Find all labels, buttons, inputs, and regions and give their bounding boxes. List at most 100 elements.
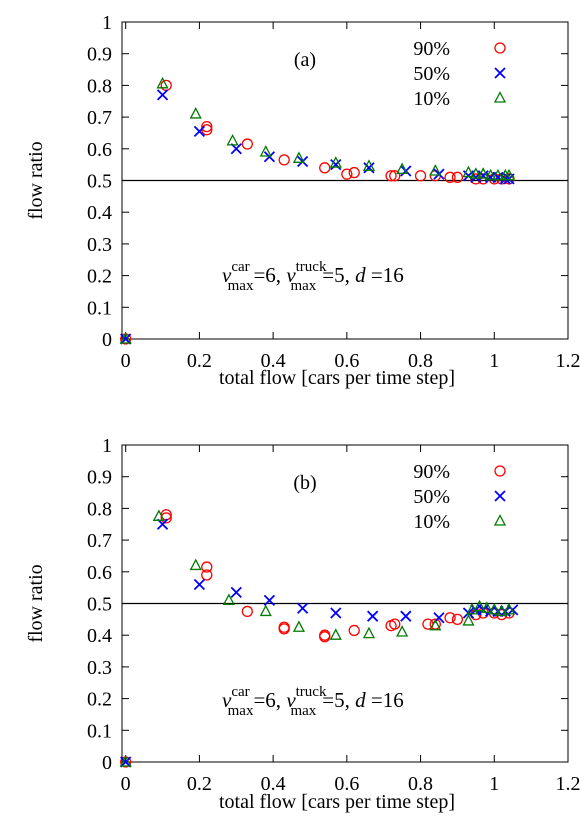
data-point xyxy=(491,168,505,181)
data-point xyxy=(119,332,132,344)
annotation-var: v xyxy=(286,688,296,712)
data-point xyxy=(341,168,353,180)
data-point xyxy=(484,168,497,181)
y-tick-label: 0.7 xyxy=(87,107,112,129)
parameter-annotation: vcar max=6, vtruck max =5, d =16 xyxy=(222,684,404,719)
series-10pct xyxy=(119,76,516,344)
legend-marker xyxy=(494,42,506,54)
annotation-var: v xyxy=(286,263,296,287)
data-point xyxy=(462,165,475,178)
data-point xyxy=(201,120,213,133)
data-point xyxy=(451,613,464,625)
x-tick-label: 0.4 xyxy=(261,773,286,795)
legend-label: 90% xyxy=(413,461,450,483)
y-tick-label: 0.5 xyxy=(87,594,112,616)
annotation-text: =6, xyxy=(253,688,286,712)
x-tick-label: 0.2 xyxy=(187,773,212,795)
x-tick-label: 0.2 xyxy=(187,350,212,372)
data-point xyxy=(296,602,309,614)
annotation-var: d xyxy=(355,688,366,712)
legend-label: 50% xyxy=(413,63,450,85)
data-point xyxy=(201,561,213,573)
series-90pct xyxy=(120,509,515,768)
y-tick-label: 0.6 xyxy=(87,562,112,584)
chart-panel-a: 0 0.1 0.2 0.3 0.4 0.5 0.6 0.7 0.8 0.9 1 0 0.2 0.4 0.6 0… xyxy=(25,12,580,389)
x-axis-label: total flow [cars per time step] xyxy=(219,791,455,813)
chart-panel-b: 0 0.1 0.2 0.3 0.4 0.5 0.6 0.7 0.8 0.9 1 0 0.2 0.4 0.6 0… xyxy=(25,435,580,813)
annotation-var: v xyxy=(222,688,232,712)
data-point xyxy=(160,512,172,524)
data-point xyxy=(193,125,206,138)
data-point xyxy=(396,625,409,637)
data-point xyxy=(226,133,239,146)
annotation-text: =16 xyxy=(366,688,404,712)
annotation-var: v xyxy=(222,263,232,287)
y-tick-label: 0.4 xyxy=(87,202,112,224)
data-point xyxy=(259,145,272,157)
data-point xyxy=(120,756,132,768)
x-tick-label: 1 xyxy=(489,773,499,795)
data-point xyxy=(389,618,401,630)
data-point xyxy=(495,604,508,617)
data-point xyxy=(451,171,464,183)
y-tick-label: 0.8 xyxy=(87,498,112,520)
data-point xyxy=(319,162,331,174)
y-tick-label: 0.3 xyxy=(87,234,112,256)
data-point xyxy=(502,168,516,181)
legend-label: 50% xyxy=(413,486,450,508)
x-tick-label: 0 xyxy=(121,350,131,372)
data-point xyxy=(433,168,445,180)
data-point xyxy=(230,586,242,599)
data-point xyxy=(488,602,501,615)
y-tick-label: 0.9 xyxy=(87,467,112,489)
legend-label: 10% xyxy=(413,511,450,533)
data-point xyxy=(189,558,202,571)
data-point xyxy=(362,626,376,639)
data-point xyxy=(396,162,409,175)
series-90pct xyxy=(120,79,515,345)
data-point xyxy=(156,89,169,101)
data-point xyxy=(462,614,475,626)
y-tick-label: 0.1 xyxy=(87,297,112,319)
annotation-subscript: max xyxy=(290,278,316,294)
data-point xyxy=(389,170,401,182)
data-point xyxy=(348,624,360,637)
data-point xyxy=(502,602,516,615)
data-point xyxy=(367,610,379,622)
data-point xyxy=(278,623,290,635)
x-tick-label: 0.8 xyxy=(408,350,433,372)
data-point xyxy=(201,569,213,581)
annotation-subscript: max xyxy=(290,703,316,719)
y-tick-label: 0 xyxy=(102,329,112,351)
series-50pct xyxy=(120,518,519,768)
y-tick-label: 0.2 xyxy=(87,689,112,711)
data-point xyxy=(120,333,132,345)
y-axis-label: flow ratio xyxy=(25,564,47,642)
x-tick-label: 0.8 xyxy=(408,773,433,795)
annotation-subscript: max xyxy=(228,278,254,294)
legend-marker xyxy=(494,490,506,502)
annotation-text: =5, xyxy=(322,263,355,287)
data-point xyxy=(259,604,272,617)
data-point xyxy=(156,76,169,89)
x-tick-label: 0.6 xyxy=(334,773,359,795)
data-point xyxy=(292,620,306,632)
data-point xyxy=(278,154,290,166)
y-axis-label: flow ratio xyxy=(25,141,47,219)
data-point xyxy=(507,604,519,616)
y-tick-label: 0 xyxy=(102,752,112,774)
x-tick-label: 0 xyxy=(121,773,131,795)
y-tick-label: 0.4 xyxy=(87,625,112,647)
data-point xyxy=(189,107,202,119)
data-point xyxy=(469,167,482,179)
legend-marker xyxy=(494,465,506,477)
y-tick-label: 1 xyxy=(102,435,112,457)
y-tick-label: 0.3 xyxy=(87,657,112,679)
y-tick-label: 0.8 xyxy=(87,75,112,97)
x-tick-label: 1.2 xyxy=(556,350,580,372)
x-tick-label: 0.6 xyxy=(334,350,359,372)
data-point xyxy=(385,170,397,182)
data-point xyxy=(462,607,475,619)
data-point xyxy=(296,155,309,168)
legend-marker xyxy=(493,91,507,103)
